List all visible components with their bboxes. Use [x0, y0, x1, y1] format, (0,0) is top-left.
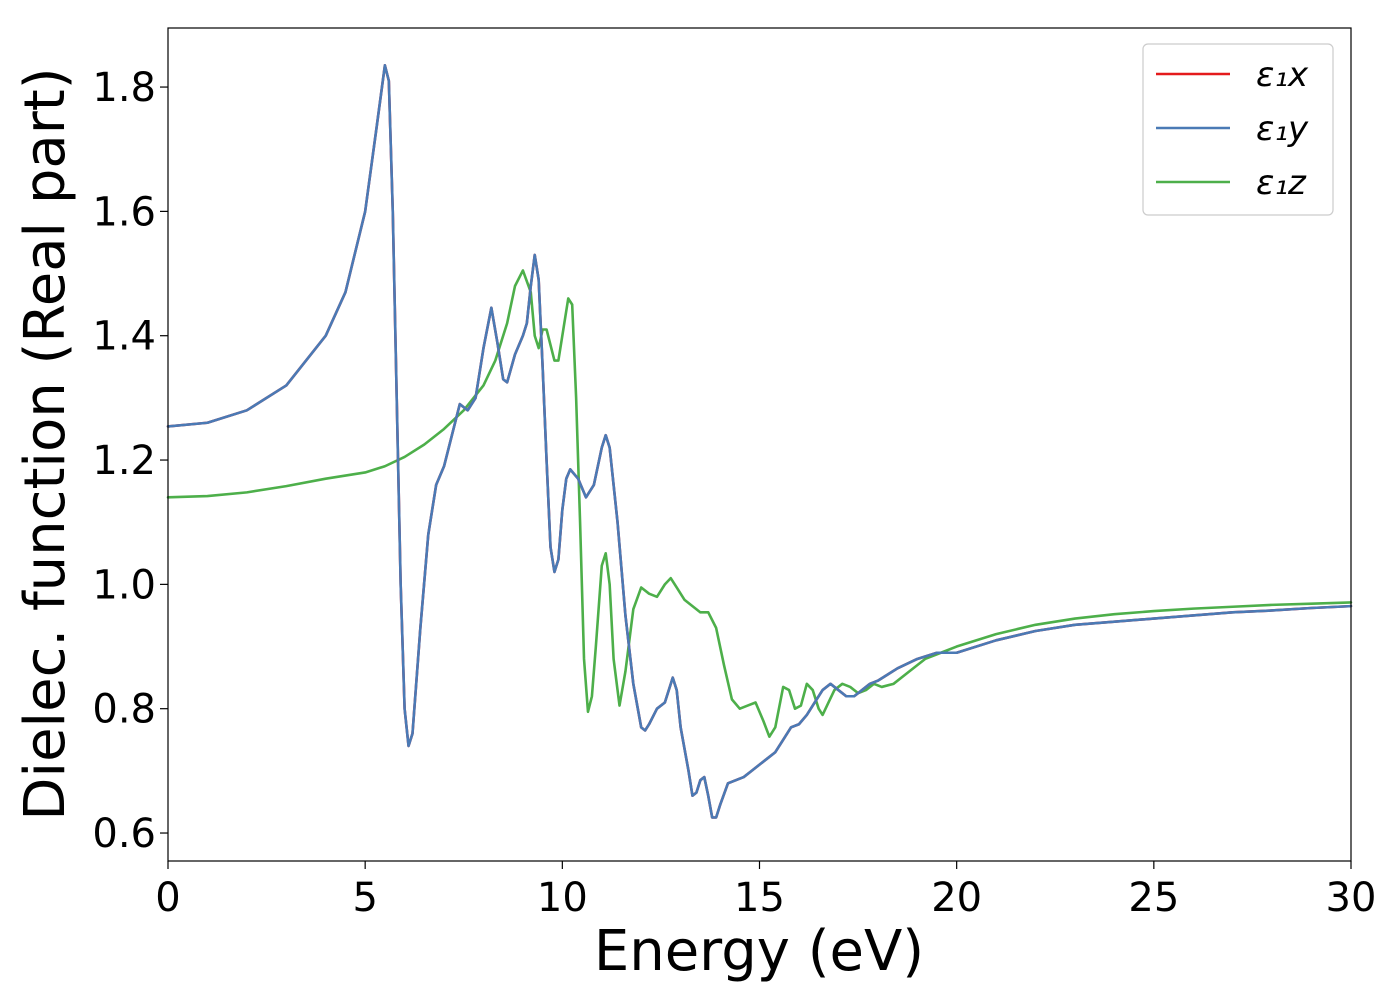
series-line-2 [166, 64, 1353, 819]
x-tick-label: 25 [1128, 875, 1179, 921]
y-axis: 0.6 0.8 1.0 1.2 1.4 1.6 1.8 [92, 65, 168, 857]
y-tick-label: 1.0 [92, 562, 156, 608]
y-tick-label: 1.6 [92, 189, 156, 235]
y-tick-label: 1.8 [92, 65, 156, 111]
legend: ε₁x ε₁y ε₁z [1142, 43, 1334, 216]
x-tick-label: 10 [537, 875, 588, 921]
x-tick-label: 20 [931, 875, 982, 921]
series-layer [166, 64, 1353, 819]
x-tick-label: 5 [352, 875, 377, 921]
y-axis-title: Dielec. function (Real part) [13, 67, 78, 820]
x-tick-label: 0 [155, 875, 180, 921]
x-axis-title: Energy (eV) [594, 919, 924, 984]
y-tick-label: 0.8 [92, 687, 156, 733]
legend-label: ε₁z [1256, 163, 1307, 203]
x-axis: 0 5 10 15 20 25 30 [155, 861, 1376, 921]
legend-label: ε₁x [1256, 55, 1309, 95]
x-tick-label: 30 [1326, 875, 1377, 921]
series-line-3 [166, 269, 1353, 738]
x-tick-label: 15 [734, 875, 785, 921]
y-tick-label: 1.2 [92, 438, 156, 484]
legend-box [1142, 43, 1334, 216]
y-tick-label: 0.6 [92, 811, 156, 857]
y-tick-label: 1.4 [92, 314, 156, 360]
legend-label: ε₁y [1256, 109, 1309, 149]
